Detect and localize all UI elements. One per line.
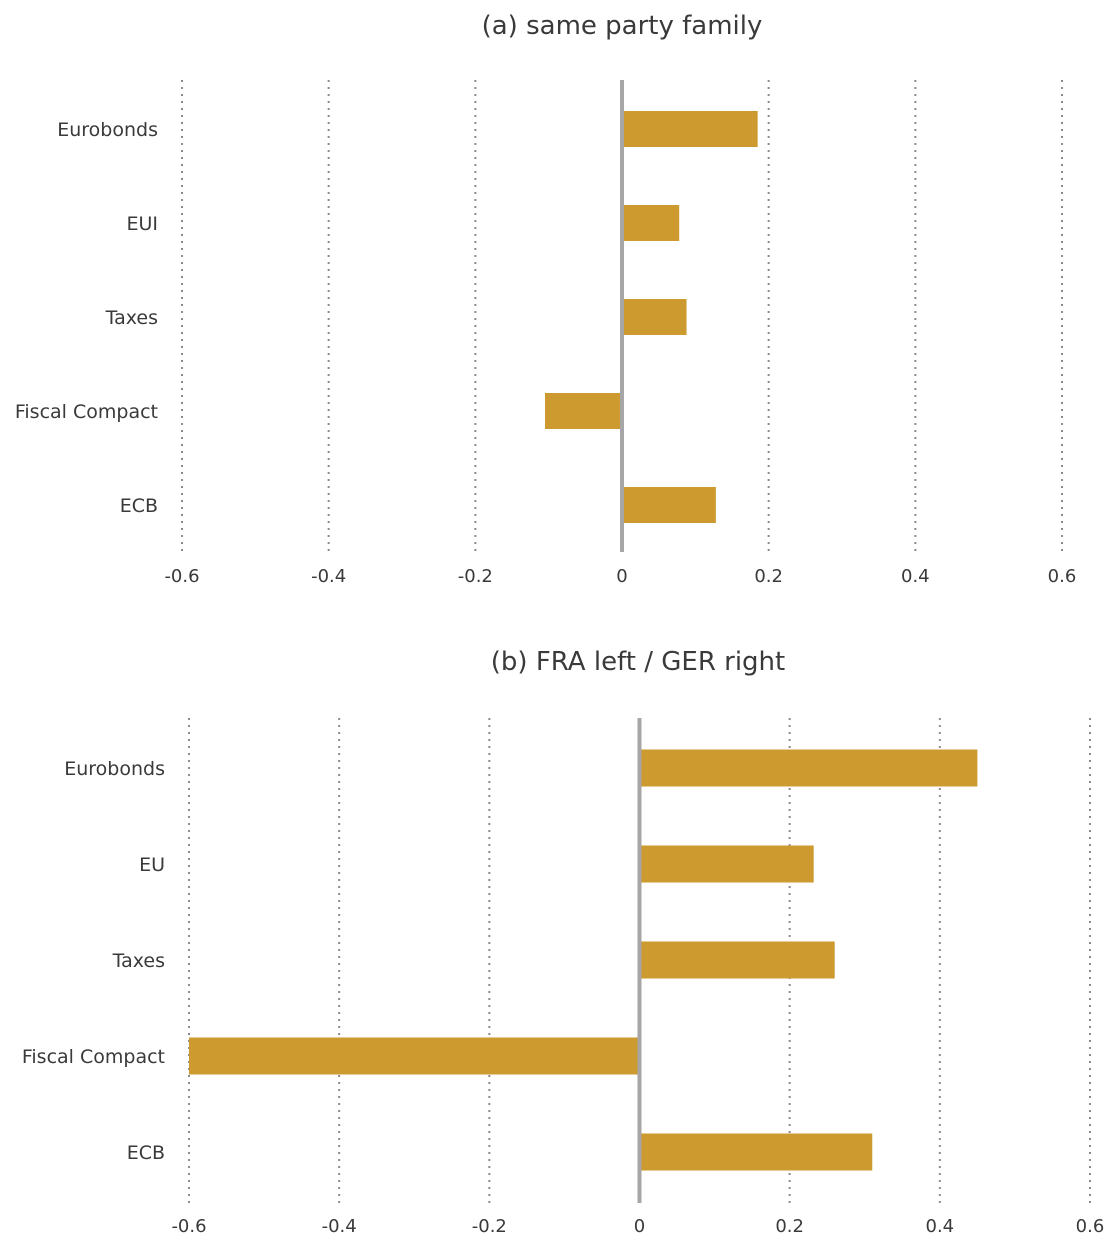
- category-label: Fiscal Compact: [22, 1046, 165, 1068]
- x-tick-label: -0.6: [164, 566, 199, 587]
- bar: [622, 205, 680, 241]
- chart-title-b: (b) FRA left / GER right: [491, 647, 785, 677]
- category-label: EU: [139, 854, 165, 876]
- category-label: Eurobonds: [64, 758, 165, 780]
- x-tick-label: 0.4: [926, 1216, 955, 1237]
- bar: [639, 1133, 873, 1171]
- tick-labels-b: -0.6 -0.4 -0.2 0 0.2 0.4 0.6: [171, 1216, 1104, 1237]
- bar: [545, 393, 622, 429]
- category-label: Fiscal Compact: [15, 401, 158, 423]
- x-tick-label: -0.2: [472, 1216, 507, 1237]
- x-tick-label: 0.6: [1048, 566, 1077, 587]
- bar: [189, 1037, 640, 1075]
- bar: [622, 111, 758, 147]
- x-tick-label: 0.2: [754, 566, 783, 587]
- x-tick-label: 0.2: [775, 1216, 804, 1237]
- x-tick-label: 0: [616, 566, 627, 587]
- bar: [639, 749, 978, 787]
- bar: [622, 487, 716, 523]
- bars-a: [545, 111, 758, 523]
- category-labels-b: Eurobonds EU Taxes Fiscal Compact ECB: [22, 758, 165, 1164]
- gridlines-a: [181, 80, 1063, 552]
- x-tick-label: -0.6: [171, 1216, 206, 1237]
- x-tick-label: 0.4: [901, 566, 930, 587]
- category-label: Eurobonds: [57, 119, 158, 141]
- x-tick-label: -0.2: [458, 566, 493, 587]
- x-tick-label: -0.4: [322, 1216, 357, 1237]
- category-label: ECB: [120, 495, 158, 517]
- category-labels-a: Eurobonds EUI Taxes Fiscal Compact ECB: [15, 119, 158, 517]
- bar: [622, 299, 687, 335]
- chart-panel-b: (b) FRA left / GER right Eurobonds EU Taxe…: [22, 647, 1104, 1237]
- category-label: Taxes: [105, 307, 158, 329]
- x-tick-label: 0: [634, 1216, 645, 1237]
- category-label: ECB: [127, 1142, 165, 1164]
- chart-panel-a: (a) same party family Eurobonds EUI Taxes F…: [15, 11, 1076, 587]
- bar: [639, 845, 814, 883]
- category-label: Taxes: [112, 950, 165, 972]
- x-tick-label: 0.6: [1076, 1216, 1105, 1237]
- tick-labels-a: -0.6 -0.4 -0.2 0 0.2 0.4 0.6: [164, 566, 1076, 587]
- bar: [639, 941, 835, 979]
- x-tick-label: -0.4: [311, 566, 346, 587]
- category-label: EUI: [126, 213, 158, 235]
- chart-title-a: (a) same party family: [482, 11, 763, 41]
- bars-b: [189, 749, 978, 1171]
